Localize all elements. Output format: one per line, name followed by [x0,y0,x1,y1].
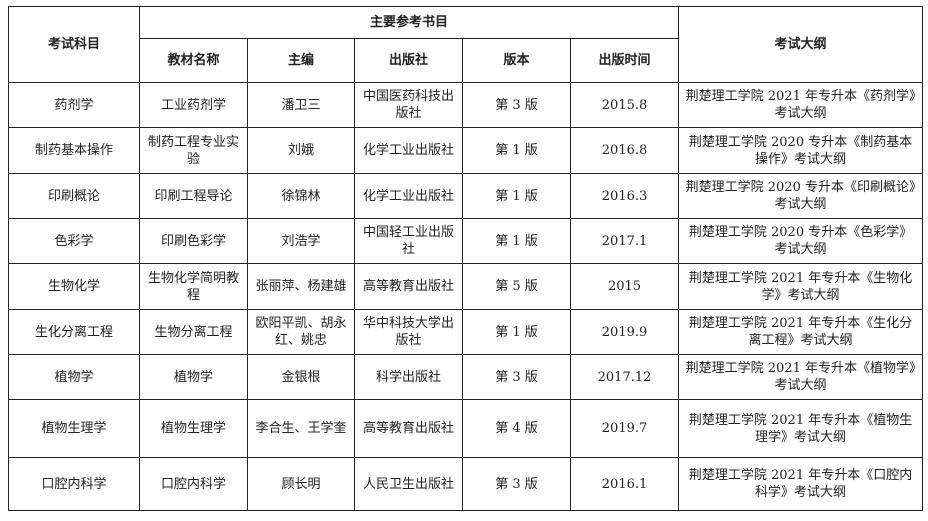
syllabus-cell: 荆楚理工学院 2021 年专升本《药剂学》考试大纲 [678,82,924,128]
pub-date-cell: 2016.8 [569,127,680,174]
publisher-cell: 高等教育出版社 [354,263,463,310]
header-pub-date: 出版时间 [569,38,680,83]
publisher-cell: 华中科技大学出版社 [354,309,463,355]
editor-cell: 刘娥 [247,127,355,174]
edition-cell: 第 1 版 [462,173,571,219]
table-row: 植物学 植物学 金银根 科学出版社第 3 版 2017.12 荆楚理工学院 2021 年专… [8,354,924,400]
editor-cell: 顾长明 [247,457,355,511]
syllabus-cell: 荆楚理工学院 2021 年专升本《口腔内科学》考试大纲 [678,457,924,511]
edition-cell: 第 1 版 [462,218,571,264]
reference-books-table: 考试科目 主要参考书目 考试大纲 教材名称 主编 出版社 版本 出版时间 药剂学… [8,6,924,511]
edition-cell: 第 5 版 [462,263,571,310]
header-syllabus: 考试大纲 [678,6,924,83]
publisher-cell: 人民卫生出版社 [354,457,463,511]
publisher-cell: 化学工业出版社 [354,127,463,174]
edition-cell: 第 1 版 [462,309,571,355]
syllabus-cell: 荆楚理工学院 2021 年专升本《生化分离工程》考试大纲 [678,309,924,355]
book-name-cell: 印刷工程导论 [139,173,248,219]
book-name-cell: 口腔内科学 [139,457,248,511]
syllabus-cell: 荆楚理工学院 2021 年专升本《植物学》考试大纲 [678,354,924,400]
table-row: 色彩学 印刷色彩学 刘浩学 中国轻工业出版社第 1 版 2017.1 荆楚理工学院 202… [8,218,924,264]
book-name-cell: 植物学 [139,354,248,400]
edition-cell: 第 3 版 [462,457,571,511]
table-row: 药剂学 工业药剂学 潘卫三 中国医药科技出版社第 3 版 2015.8 荆楚理工学院 20… [8,82,924,128]
publisher-cell: 科学出版社 [354,354,463,400]
table-row: 生物化学 生物化学简明教程 张丽萍、杨建雄 高等教育出版社第 5 版 2015 荆楚理工学… [8,263,924,310]
editor-cell: 刘浩学 [247,218,355,264]
editor-cell: 张丽萍、杨建雄 [247,263,355,310]
book-name-cell: 生物化学简明教程 [139,263,248,310]
pub-date-cell: 2019.7 [569,399,680,458]
syllabus-cell: 荆楚理工学院 2021 年专升本《植物生理学》考试大纲 [678,399,924,458]
pub-date-cell: 2016.3 [569,173,680,219]
editor-cell: 李合生、王学奎 [247,399,355,458]
edition-cell: 第 1 版 [462,127,571,174]
table-row: 生化分离工程 生物分离工程 欧阳平凯、胡永红、姚忠 华中科技大学出版社第 1 版 201… [8,309,924,355]
book-name-cell: 生物分离工程 [139,309,248,355]
pub-date-cell: 2015.8 [569,82,680,128]
subject-cell: 色彩学 [8,218,140,264]
publisher-cell: 化学工业出版社 [354,173,463,219]
editor-cell: 金银根 [247,354,355,400]
subject-cell: 印刷概论 [8,173,140,219]
header-edition: 版本 [462,38,571,83]
header-editor: 主编 [247,38,355,83]
syllabus-cell: 荆楚理工学院 2020 专升本《印刷概论》考试大纲 [678,173,924,219]
edition-cell: 第 3 版 [462,354,571,400]
subject-cell: 植物学 [8,354,140,400]
syllabus-cell: 荆楚理工学院 2021 年专升本《生物化学》考试大纲 [678,263,924,310]
edition-cell: 第 4 版 [462,399,571,458]
subject-cell: 制药基本操作 [8,127,140,174]
table-row: 印刷概论 印刷工程导论 徐锦林 化学工业出版社第 1 版 2016.3 荆楚理工学院 20… [8,173,924,219]
book-name-cell: 印刷色彩学 [139,218,248,264]
syllabus-cell: 荆楚理工学院 2020 专升本《制药基本操作》考试大纲 [678,127,924,174]
subject-cell: 口腔内科学 [8,457,140,511]
table-row: 口腔内科学 口腔内科学 顾长明 人民卫生出版社第 3 版 2016.1 荆楚理工学院 20… [8,457,924,511]
pub-date-cell: 2015 [569,263,680,310]
book-name-cell: 植物生理学 [139,399,248,458]
book-name-cell: 工业药剂学 [139,82,248,128]
header-publisher: 出版社 [354,38,463,83]
edition-cell: 第 3 版 [462,82,571,128]
pub-date-cell: 2017.12 [569,354,680,400]
editor-cell: 徐锦林 [247,173,355,219]
pub-date-cell: 2016.1 [569,457,680,511]
editor-cell: 欧阳平凯、胡永红、姚忠 [247,309,355,355]
pub-date-cell: 2017.1 [569,218,680,264]
header-subject: 考试科目 [8,6,140,83]
table-row: 制药基本操作 制药工程专业实验 刘娥 化学工业出版社第 1 版 2016.8 荆楚理工学院… [8,127,924,174]
publisher-cell: 中国轻工业出版社 [354,218,463,264]
table-body: 药剂学 工业药剂学 潘卫三 中国医药科技出版社第 3 版 2015.8 荆楚理工学院 20… [8,82,924,511]
editor-cell: 潘卫三 [247,82,355,128]
subject-cell: 生物化学 [8,263,140,310]
header-reference-books: 主要参考书目 [138,6,680,39]
subject-cell: 生化分离工程 [8,309,140,355]
pub-date-cell: 2019.9 [569,309,680,355]
header-book-name: 教材名称 [139,38,248,83]
table-row: 植物生理学 植物生理学 李合生、王学奎 高等教育出版社第 4 版 2019.7 荆楚理工学… [8,399,924,458]
publisher-cell: 中国医药科技出版社 [354,82,463,128]
subject-cell: 植物生理学 [8,399,140,458]
book-name-cell: 制药工程专业实验 [139,127,248,174]
syllabus-cell: 荆楚理工学院 2020 专升本《色彩学》考试大纲 [678,218,924,264]
publisher-cell: 高等教育出版社 [354,399,463,458]
subject-cell: 药剂学 [8,82,140,128]
